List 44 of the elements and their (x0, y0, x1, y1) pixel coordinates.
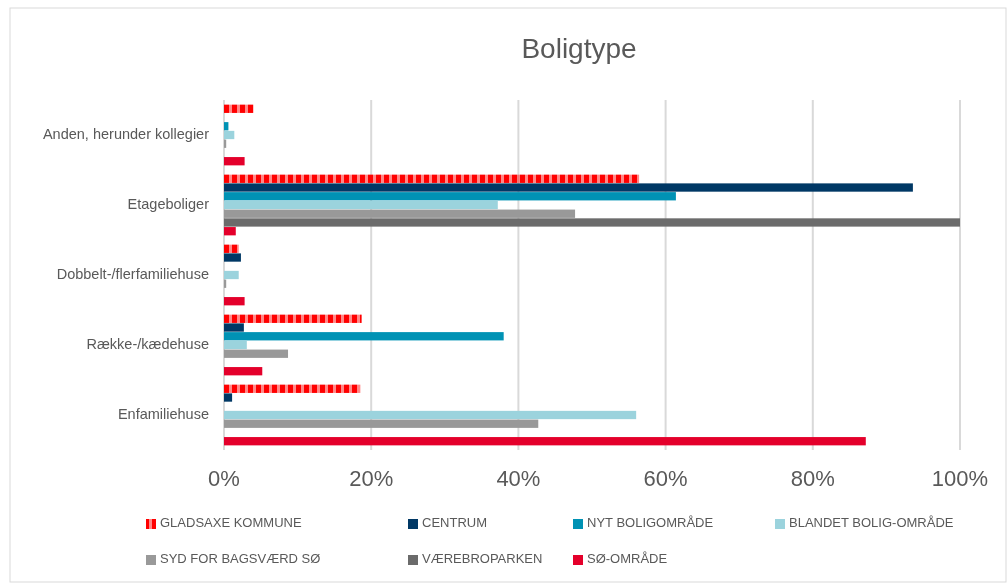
bar (224, 192, 676, 201)
bar (224, 200, 498, 210)
bar (224, 227, 236, 236)
bar (224, 367, 263, 376)
legend-label: SØ-OMRÅDE (587, 551, 668, 567)
x-tick-label: 20% (349, 466, 394, 491)
bar (224, 332, 504, 341)
legend-label: CENTRUM (422, 515, 487, 531)
bar (224, 384, 361, 393)
y-tick-label: Række-/kædehuse (86, 335, 209, 352)
x-tick-label: 60% (643, 466, 688, 491)
chart-title: Boligtype (521, 33, 637, 64)
bar (224, 218, 960, 227)
bar (224, 393, 233, 402)
y-tick-label: Enfamiliehuse (117, 405, 209, 422)
bar (224, 270, 239, 280)
x-tick-label: 40% (496, 466, 541, 491)
bar (224, 174, 640, 183)
bar (224, 104, 254, 113)
bar (224, 323, 244, 332)
y-tick-label: Dobbelt-/flerfamiliehuse (56, 265, 209, 282)
x-tick-label: 80% (790, 466, 835, 491)
legend-label: VÆREBROPARKEN (422, 551, 543, 567)
bar (224, 244, 239, 253)
y-tick-label: Anden, herunder kollegier (42, 125, 210, 142)
bar (224, 157, 245, 166)
x-tick-label: 100% (931, 466, 989, 491)
bar (224, 314, 362, 323)
bar (224, 253, 241, 262)
x-tick-label: 0% (208, 466, 240, 491)
legend-label: GLADSAXE KOMMUNE (160, 515, 302, 531)
legend-label: SYD FOR BAGSVÆRD SØ (160, 551, 321, 567)
bar (224, 419, 539, 428)
legend-label: BLANDET BOLIG-OMRÅDE (789, 515, 954, 531)
legend-label: NYT BOLIGOMRÅDE (587, 515, 714, 531)
bar (224, 130, 235, 140)
bar (224, 437, 866, 446)
bar (224, 209, 576, 218)
bar (224, 297, 245, 306)
bar (224, 340, 247, 350)
bar (224, 349, 289, 358)
bar (224, 183, 913, 192)
y-tick-label: Etageboliger (127, 195, 210, 212)
bar (224, 410, 637, 420)
